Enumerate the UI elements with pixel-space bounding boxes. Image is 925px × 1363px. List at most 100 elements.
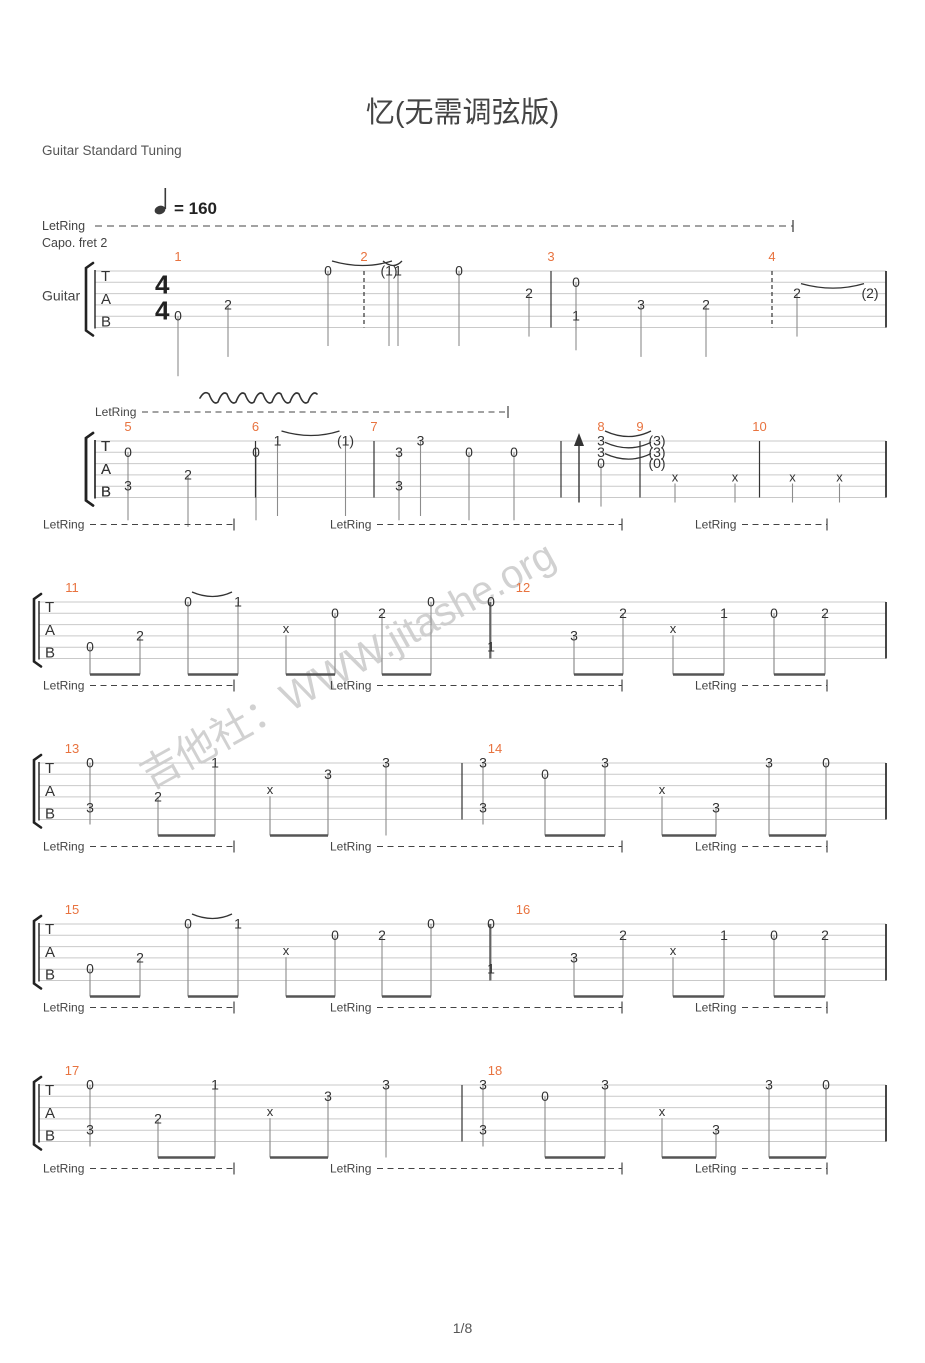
svg-text:2: 2 [525,285,533,301]
svg-text:3: 3 [324,1088,332,1104]
svg-text:x: x [672,470,679,485]
svg-text:T: T [45,921,54,938]
svg-text:0: 0 [124,444,132,460]
svg-text:LetRing: LetRing [95,405,136,419]
svg-text:9: 9 [636,419,643,434]
svg-text:B: B [45,966,55,983]
svg-text:2: 2 [136,949,144,965]
svg-text:3: 3 [86,800,94,816]
svg-text:15: 15 [65,902,79,917]
svg-text:LetRing: LetRing [43,518,84,532]
svg-text:x: x [267,782,274,797]
svg-text:LetRing: LetRing [695,1001,736,1015]
svg-text:B: B [101,313,111,330]
svg-text:1: 1 [720,605,728,621]
svg-text:2: 2 [378,927,386,943]
svg-text:3: 3 [601,1077,609,1093]
svg-text:0: 0 [541,1088,549,1104]
svg-text:A: A [45,783,55,800]
svg-text:3: 3 [637,296,645,312]
svg-text:3: 3 [712,1122,720,1138]
svg-text:3: 3 [324,766,332,782]
svg-text:3: 3 [547,249,554,264]
svg-text:B: B [45,644,55,661]
svg-text:A: A [101,461,111,478]
svg-text:x: x [283,943,290,958]
svg-text:0: 0 [86,1077,94,1093]
svg-text:LetRing: LetRing [695,679,736,693]
svg-text:7: 7 [370,419,377,434]
svg-text:x: x [659,1104,666,1119]
svg-text:LetRing: LetRing [43,679,84,693]
svg-text:0: 0 [822,1077,830,1093]
svg-text:2: 2 [224,296,232,312]
svg-text:0: 0 [487,916,495,932]
svg-text:3: 3 [417,433,425,449]
svg-text:3: 3 [382,1077,390,1093]
svg-text:x: x [732,470,739,485]
svg-text:6: 6 [252,419,259,434]
svg-text:1/8: 1/8 [453,1320,473,1336]
svg-text:LetRing: LetRing [695,840,736,854]
svg-text:2: 2 [136,627,144,643]
svg-text:x: x [789,470,796,485]
svg-text:3: 3 [479,755,487,771]
svg-text:LetRing: LetRing [330,840,371,854]
svg-text:T: T [45,760,54,777]
svg-text:1: 1 [211,755,219,771]
svg-text:3: 3 [479,1122,487,1138]
svg-text:Guitar Standard Tuning: Guitar Standard Tuning [42,143,182,158]
svg-text:0: 0 [455,263,463,279]
svg-text:x: x [267,1104,274,1119]
svg-text:0: 0 [427,594,435,610]
svg-text:0: 0 [465,444,473,460]
svg-text:2: 2 [154,788,162,804]
svg-text:3: 3 [601,755,609,771]
svg-text:1: 1 [720,927,728,943]
svg-text:12: 12 [516,580,530,595]
svg-text:2: 2 [619,605,627,621]
svg-text:2: 2 [821,927,829,943]
svg-text:x: x [670,943,677,958]
svg-text:T: T [101,268,110,285]
svg-text:3: 3 [570,627,578,643]
svg-text:A: A [45,944,55,961]
svg-text:LetRing: LetRing [330,1162,371,1176]
svg-text:LetRing: LetRing [43,1001,84,1015]
svg-text:LetRing: LetRing [330,679,371,693]
svg-text:0: 0 [86,755,94,771]
svg-text:13: 13 [65,741,79,756]
svg-text:2: 2 [360,249,367,264]
svg-text:LetRing: LetRing [695,1162,736,1176]
svg-text:LetRing: LetRing [43,840,84,854]
svg-text:(0): (0) [648,455,665,471]
svg-text:2: 2 [821,605,829,621]
svg-text:14: 14 [488,741,502,756]
svg-text:3: 3 [124,478,132,494]
svg-text:B: B [45,805,55,822]
svg-text:LetRing: LetRing [42,219,85,233]
svg-text:3: 3 [382,755,390,771]
svg-text:2: 2 [154,1110,162,1126]
svg-text:4: 4 [155,296,170,326]
svg-text:1: 1 [487,961,495,977]
svg-text:忆(无需调弦版): 忆(无需调弦版) [366,96,559,129]
svg-text:18: 18 [488,1063,502,1078]
svg-text:2: 2 [619,927,627,943]
svg-text:0: 0 [510,444,518,460]
svg-text:T: T [101,438,110,455]
svg-text:0: 0 [252,444,260,460]
svg-text:(2): (2) [861,285,878,301]
svg-text:LetRing: LetRing [330,1001,371,1015]
svg-text:1: 1 [211,1077,219,1093]
svg-text:3: 3 [479,1077,487,1093]
svg-text:1: 1 [174,249,181,264]
svg-text:0: 0 [86,639,94,655]
svg-text:0: 0 [487,594,495,610]
svg-text:0: 0 [174,308,182,324]
svg-text:3: 3 [479,800,487,816]
svg-text:0: 0 [331,927,339,943]
svg-text:1: 1 [572,308,580,324]
svg-text:3: 3 [712,800,720,816]
svg-text:0: 0 [541,766,549,782]
